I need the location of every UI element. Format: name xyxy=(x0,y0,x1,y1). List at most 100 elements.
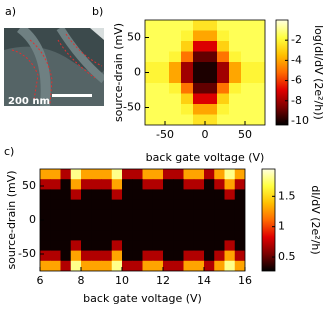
y-axis-label: source-drain (mV) xyxy=(112,23,125,122)
heat-cell xyxy=(241,93,254,105)
heat-cell xyxy=(193,250,205,262)
heat-cell xyxy=(241,62,254,73)
heat-cell xyxy=(205,104,218,115)
heat-cell xyxy=(214,250,225,262)
heat-cell xyxy=(229,114,242,125)
heat-cell xyxy=(101,250,113,262)
heat-cell xyxy=(81,199,92,211)
heat-cell xyxy=(181,41,194,52)
y-tick-label: 50 xyxy=(22,179,36,192)
heat-cell xyxy=(145,30,158,42)
heat-cell xyxy=(217,41,230,52)
heat-cell xyxy=(229,72,242,84)
heat-cell xyxy=(122,209,133,221)
heat-cell xyxy=(204,199,215,211)
x-tick-label: 50 xyxy=(238,128,252,141)
heat-cell xyxy=(132,189,143,201)
heat-cell xyxy=(183,169,195,180)
heat-cell xyxy=(101,240,113,252)
heat-cell xyxy=(142,260,154,271)
heat-cell xyxy=(152,199,164,211)
heat-cell xyxy=(214,179,225,190)
heat-cell xyxy=(157,104,170,115)
heat-cell xyxy=(163,260,174,271)
heat-cell xyxy=(101,220,113,231)
heat-cell xyxy=(169,51,182,63)
colorbar xyxy=(261,168,276,272)
heat-cell xyxy=(163,220,174,231)
colorbar-tick-label: -6 xyxy=(291,74,302,87)
x-axis-label: back gate voltage (V) xyxy=(146,151,265,164)
heat-cell xyxy=(101,169,113,180)
heat-cell xyxy=(152,260,164,271)
heat-cell xyxy=(81,230,92,241)
heat-cell xyxy=(169,83,182,94)
heat-cell xyxy=(253,51,265,63)
colorbar xyxy=(275,19,289,126)
heat-cell xyxy=(173,169,184,180)
heat-cell xyxy=(183,230,195,241)
scale-bar-label: 200 nm xyxy=(8,96,50,107)
x-tick-label: 14 xyxy=(197,274,211,287)
heat-cell xyxy=(157,30,170,42)
heat-cell xyxy=(81,169,92,180)
heat-cell xyxy=(132,179,143,190)
heat-cell xyxy=(204,209,215,221)
heat-cell xyxy=(204,189,215,201)
heat-cell xyxy=(181,30,194,42)
heat-cell xyxy=(204,250,215,262)
heat-cell xyxy=(157,72,170,84)
heat-cell xyxy=(183,250,195,262)
heat-cell xyxy=(224,209,236,221)
heat-cell xyxy=(50,230,61,241)
heat-cell xyxy=(204,179,215,190)
heat-cell xyxy=(111,240,123,252)
heat-cell xyxy=(60,169,72,180)
heat-cell xyxy=(70,260,82,271)
heat-cell xyxy=(173,209,184,221)
heat-cell xyxy=(217,51,230,63)
heat-cell xyxy=(229,30,242,42)
heat-cell xyxy=(91,199,102,211)
heat-cell xyxy=(40,179,51,190)
heat-cell xyxy=(204,260,215,271)
heat-cell xyxy=(111,250,123,262)
heat-cell xyxy=(205,114,218,125)
heat-cell xyxy=(60,230,72,241)
heat-cell xyxy=(193,114,206,125)
heat-cell xyxy=(101,189,113,201)
heat-cell xyxy=(214,240,225,252)
colorbar-label: log(dI/dV (2e²/h)) xyxy=(312,25,325,120)
heat-cell xyxy=(157,93,170,105)
heat-cell xyxy=(152,209,164,221)
heat-cell xyxy=(152,220,164,231)
heat-cell xyxy=(193,260,205,271)
heat-cell xyxy=(40,189,51,201)
heat-cell xyxy=(60,209,72,221)
heat-cell xyxy=(111,260,123,271)
heat-cell xyxy=(241,104,254,115)
heat-cell xyxy=(214,209,225,221)
heat-cell xyxy=(122,220,133,231)
heat-cell xyxy=(224,189,236,201)
heat-cell xyxy=(205,83,218,94)
heat-cell xyxy=(217,93,230,105)
heat-cell xyxy=(163,169,174,180)
heat-cell xyxy=(163,240,174,252)
heat-cell xyxy=(70,169,82,180)
heat-cell xyxy=(193,230,205,241)
heat-cell xyxy=(91,169,102,180)
heat-cell xyxy=(234,189,245,201)
heat-cell xyxy=(111,209,123,221)
heat-cell xyxy=(193,41,206,52)
heat-cell xyxy=(50,169,61,180)
heat-cell xyxy=(234,220,245,231)
heat-cell xyxy=(60,220,72,231)
colorbar-tick-label: -4 xyxy=(291,53,302,66)
heat-cell xyxy=(122,230,133,241)
heat-cell xyxy=(204,169,215,180)
y-tick-label: 0 xyxy=(29,213,36,226)
heat-cell xyxy=(193,20,206,31)
heat-cell xyxy=(157,51,170,63)
